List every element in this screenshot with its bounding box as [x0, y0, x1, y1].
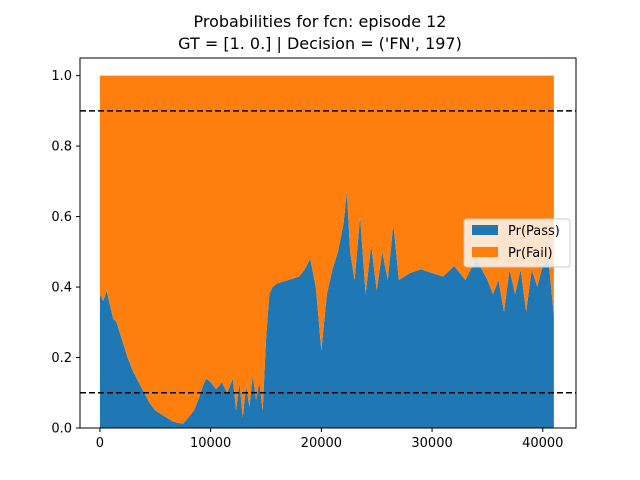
- legend-label-pass: Pr(Pass): [508, 224, 560, 239]
- y-axis: 0.0 0.2 0.4 0.6 0.8 1.0: [51, 69, 80, 437]
- plot-area: [99, 75, 554, 428]
- x-axis: 0 10000 20000 30000 40000: [96, 428, 563, 451]
- x-tick-label: 0: [96, 436, 104, 451]
- reference-lines: [80, 110, 576, 394]
- legend-label-fail: Pr(Fail): [508, 246, 553, 261]
- chart-subtitle: GT = [1. 0.] | Decision = ('FN', 197): [178, 34, 462, 53]
- series-area-pass: [99, 191, 554, 428]
- y-tick-label: 0.6: [51, 210, 72, 225]
- x-tick-label: 20000: [301, 436, 342, 451]
- axes-frame: [79, 57, 577, 429]
- y-tick-label: 0.0: [51, 422, 72, 437]
- legend: Pr(Pass) Pr(Fail): [463, 218, 571, 268]
- y-tick-label: 1.0: [51, 69, 72, 84]
- x-tick-label: 10000: [190, 436, 231, 451]
- legend-swatch-fail: [472, 247, 498, 257]
- x-tick-label: 40000: [522, 436, 563, 451]
- legend-swatch-pass: [472, 225, 498, 235]
- y-tick-label: 0.4: [51, 281, 72, 296]
- y-tick-label: 0.8: [51, 140, 72, 155]
- x-tick-label: 30000: [411, 436, 452, 451]
- chart-title: Probabilities for fcn: episode 12: [193, 12, 447, 31]
- y-tick-label: 0.2: [51, 351, 72, 366]
- series-area-fail: [99, 75, 554, 424]
